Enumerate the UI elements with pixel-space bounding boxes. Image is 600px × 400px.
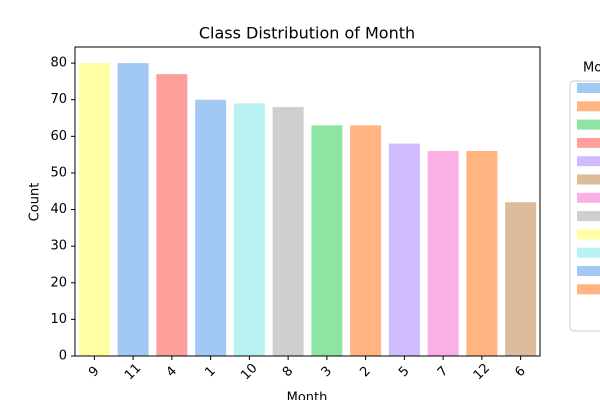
- x-tick-label: 5: [396, 364, 412, 380]
- y-tick-label: 20: [50, 275, 67, 290]
- x-tick-label: 9: [86, 364, 102, 380]
- x-tick-label: 2: [357, 364, 373, 380]
- bar: [466, 150, 498, 356]
- legend-swatch: [577, 192, 600, 203]
- y-tick-label: 40: [50, 202, 67, 217]
- x-tick-label: 12: [471, 361, 493, 383]
- y-tick-label: 0: [59, 349, 67, 364]
- bar: [311, 125, 343, 356]
- legend-swatch: [577, 247, 600, 258]
- legend-swatch: [577, 137, 600, 148]
- bar: [117, 63, 149, 356]
- x-tick-label: 11: [122, 361, 144, 383]
- y-tick-label: 60: [50, 129, 67, 144]
- legend-swatch: [577, 156, 600, 167]
- bar: [388, 143, 420, 356]
- legend-swatch: [577, 284, 600, 295]
- legend-swatch: [577, 174, 600, 185]
- bar: [350, 125, 382, 356]
- chart-title: Class Distribution of Month: [199, 24, 415, 43]
- x-axis-label: Month: [287, 391, 328, 400]
- x-tick-label: 1: [202, 364, 218, 380]
- bar: [505, 202, 537, 356]
- y-tick-label: 50: [50, 165, 67, 180]
- y-tick-label: 30: [50, 239, 67, 254]
- legend-swatch: [577, 211, 600, 222]
- bar: [233, 103, 265, 356]
- bar: [78, 63, 110, 356]
- x-tick-label: 6: [512, 364, 528, 380]
- legend-swatch: [577, 83, 600, 93]
- y-tick-label: 80: [50, 56, 67, 71]
- y-tick-label: 70: [50, 92, 67, 107]
- legend-swatch: [577, 266, 600, 276]
- x-tick-label: 4: [164, 364, 180, 380]
- x-tick-label: 7: [435, 364, 451, 380]
- x-tick-label: 10: [238, 361, 260, 383]
- bar: [156, 74, 188, 357]
- bar: [195, 99, 227, 356]
- x-tick-label: 8: [280, 364, 296, 380]
- x-tick-label: 3: [319, 364, 335, 380]
- plot-frame: [74, 46, 541, 357]
- y-axis-label: Count: [28, 183, 43, 222]
- legend-swatch: [577, 229, 600, 240]
- y-tick-label: 10: [50, 312, 67, 327]
- bar: [427, 150, 459, 356]
- bar: [272, 107, 304, 356]
- legend-swatch: [577, 101, 600, 112]
- legend-title: Mo: [583, 61, 600, 76]
- legend-swatch: [577, 119, 600, 130]
